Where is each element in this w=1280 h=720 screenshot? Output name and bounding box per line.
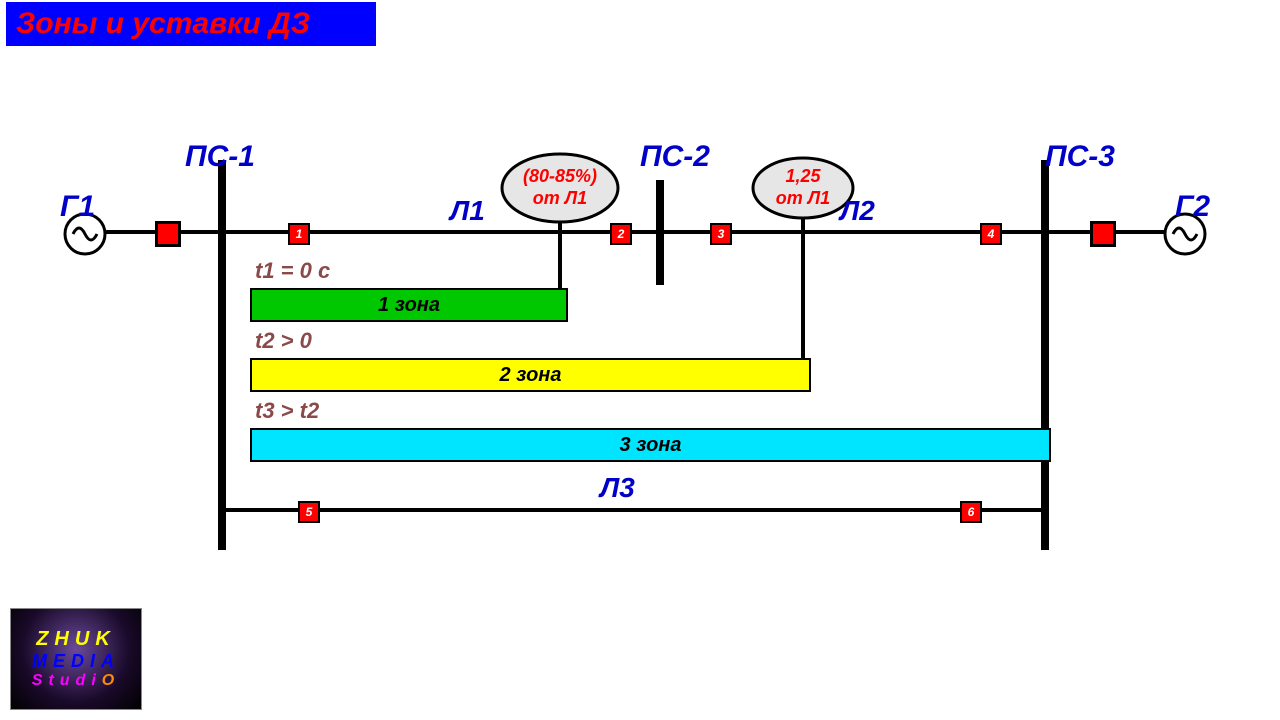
logo-line3a: Studi [32, 672, 102, 689]
label-l1: Л1 [450, 195, 485, 227]
logo-line3b: O [102, 672, 120, 689]
label-l2: Л2 [840, 195, 875, 227]
diagram-stage: Зоны и уставки ДЗ 1 2 3 4 5 6 (80-85%)от… [0, 0, 1280, 720]
svg-text:(80-85%): (80-85%) [523, 166, 597, 186]
zone-3: 3 зона [250, 428, 1051, 462]
breaker-1: 1 [288, 223, 310, 245]
svg-text:от Л1: от Л1 [776, 188, 830, 208]
bubble-zone1: (80-85%)от Л1 [498, 150, 622, 226]
breaker-right [1090, 221, 1116, 247]
breaker-3: 3 [710, 223, 732, 245]
label-ps2: ПС-2 [640, 140, 710, 174]
breaker-6: 6 [960, 501, 982, 523]
label-g1: Г1 [60, 190, 95, 224]
label-ps1: ПС-1 [185, 140, 255, 174]
main-line [105, 230, 1165, 234]
breaker-2: 2 [610, 223, 632, 245]
breaker-5: 5 [298, 501, 320, 523]
title-box: Зоны и уставки ДЗ [6, 2, 376, 46]
breaker-left [155, 221, 181, 247]
logo-line3: StudiO [32, 672, 120, 690]
label-ps3: ПС-3 [1045, 140, 1115, 174]
zone-1: 1 зона [250, 288, 568, 322]
breaker-4: 4 [980, 223, 1002, 245]
lower-line [224, 508, 1047, 512]
svg-text:от Л1: от Л1 [533, 188, 587, 208]
bus-ps3 [1041, 160, 1049, 550]
logo-line2: MEDIA [32, 651, 120, 672]
label-g2: Г2 [1175, 190, 1210, 224]
logo-line1: ZHUK [36, 628, 116, 651]
svg-text:1,25: 1,25 [785, 166, 821, 186]
time-t1: t1 = 0 с [255, 258, 330, 284]
label-l3: Л3 [600, 472, 635, 504]
time-t2: t2 > 0 [255, 328, 312, 354]
bus-ps1 [218, 160, 226, 550]
zone-2: 2 зона [250, 358, 811, 392]
logo-badge: ZHUK MEDIA StudiO [10, 608, 142, 710]
time-t3: t3 > t2 [255, 398, 319, 424]
